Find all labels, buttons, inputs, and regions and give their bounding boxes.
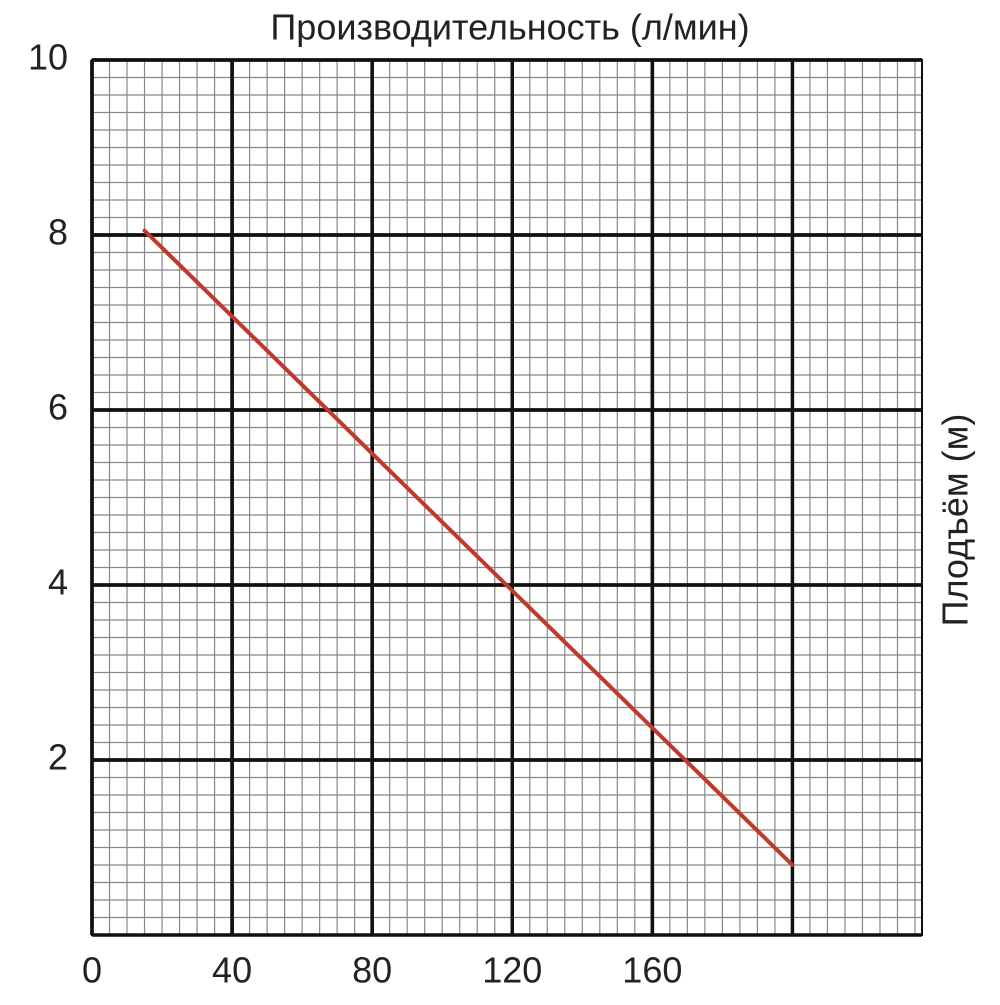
x-tick-label: 120 [482,950,542,991]
y-tick-label: 4 [48,562,68,603]
y-tick-label: 10 [28,37,68,78]
y-tick-label: 2 [48,737,68,778]
line-series [142,228,795,867]
y-tick-label: 8 [48,212,68,253]
y-axis-label: Плодъём (м) [935,414,976,627]
y-tick-label: 6 [48,387,68,428]
x-tick-label: 160 [622,950,682,991]
x-tick-label: 80 [352,950,392,991]
x-tick-label: 0 [82,950,102,991]
chart-title: Производительность (л/мин) [270,7,749,48]
x-tick-label: 40 [212,950,252,991]
